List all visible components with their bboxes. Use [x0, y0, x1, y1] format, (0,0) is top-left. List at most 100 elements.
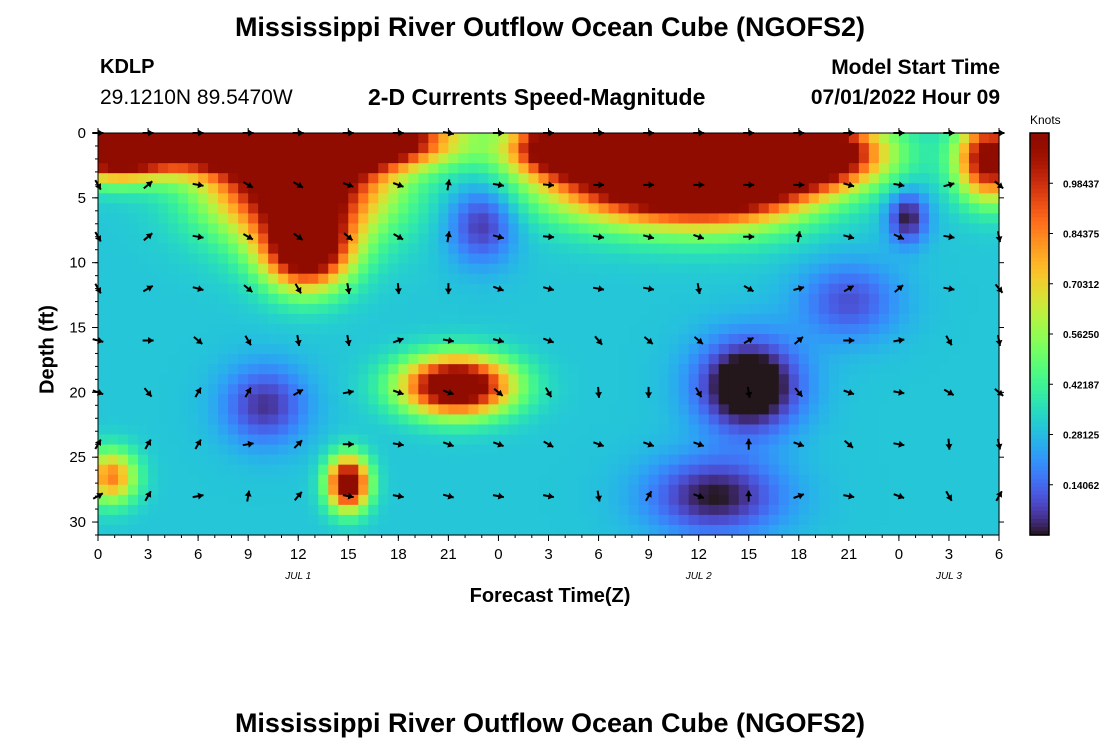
heatmap-cell — [868, 484, 880, 496]
heatmap-cell — [508, 344, 520, 355]
heatmap-cell — [848, 293, 860, 305]
heatmap-cell — [858, 334, 870, 345]
heatmap-cell — [338, 233, 349, 245]
vector-head — [294, 339, 302, 346]
colorbar-segment — [1030, 366, 1049, 371]
heatmap-cell — [368, 524, 379, 536]
heatmap-cell — [638, 474, 650, 486]
heatmap-cell — [698, 203, 710, 214]
heatmap-cell — [168, 173, 179, 184]
heatmap-cell — [268, 293, 279, 305]
heatmap-cell — [198, 293, 209, 305]
heatmap-cell — [238, 243, 249, 255]
heatmap-cell — [348, 143, 359, 154]
heatmap-cell — [428, 434, 439, 446]
heatmap-cell — [528, 354, 540, 365]
heatmap-cell — [368, 444, 379, 456]
heatmap-cell — [398, 163, 409, 174]
heatmap-cell — [118, 143, 129, 154]
heatmap-cell — [268, 143, 279, 154]
heatmap-cell — [658, 313, 670, 325]
vector-head — [945, 338, 952, 346]
heatmap-cell — [148, 203, 159, 214]
heatmap-cell — [308, 303, 319, 315]
heatmap-cell — [678, 233, 690, 245]
heatmap-cell — [528, 193, 540, 204]
heatmap-cell — [618, 374, 630, 385]
heatmap-cell — [968, 283, 980, 295]
heatmap-cell — [908, 303, 920, 315]
heatmap-cell — [588, 354, 600, 365]
heatmap-cell — [518, 504, 530, 516]
heatmap-cell — [638, 494, 650, 506]
heatmap-cell — [708, 414, 720, 426]
heatmap-cell — [988, 514, 1000, 526]
heatmap-cell — [918, 323, 930, 335]
heatmap-cell — [718, 454, 730, 466]
heatmap-cell — [768, 263, 780, 275]
heatmap-cell — [658, 243, 670, 255]
heatmap-cell — [958, 143, 970, 154]
heatmap-cell — [938, 394, 950, 405]
heatmap-cell — [598, 334, 610, 345]
heatmap-cell — [168, 504, 179, 516]
heatmap-cell — [428, 444, 439, 456]
heatmap-cell — [628, 514, 640, 526]
heatmap-cell — [458, 203, 470, 214]
heatmap-cell — [338, 283, 349, 295]
heatmap-cell — [528, 434, 540, 446]
heatmap-cell — [538, 524, 550, 536]
heatmap-cell — [248, 424, 259, 436]
heatmap-cell — [198, 384, 209, 395]
heatmap-cell — [518, 514, 530, 526]
heatmap-cell — [158, 253, 169, 265]
heatmap-cell — [468, 293, 480, 305]
colorbar-segment — [1030, 414, 1049, 420]
heatmap-cell — [828, 133, 840, 144]
heatmap-cell — [878, 414, 890, 426]
heatmap-cell — [688, 273, 700, 285]
heatmap-cell — [718, 293, 730, 305]
heatmap-cell — [698, 334, 710, 345]
colorbar-segment — [1030, 390, 1049, 395]
heatmap-cell — [928, 143, 940, 154]
heatmap-cell — [538, 434, 550, 446]
heatmap-cell — [338, 163, 349, 174]
heatmap-cell — [288, 213, 299, 225]
heatmap-cell — [328, 334, 339, 345]
heatmap-cell — [348, 203, 359, 214]
date-labels: JUL 1 JUL 2 JUL 3 — [284, 571, 962, 582]
heatmap-cell — [798, 243, 810, 255]
heatmap-cell — [248, 183, 259, 194]
heatmap-cell — [328, 344, 339, 355]
heatmap-cell — [848, 223, 860, 235]
heatmap-cell — [478, 233, 490, 245]
heatmap-cell — [328, 133, 339, 144]
heatmap-cell — [818, 223, 830, 235]
heatmap-cell — [458, 464, 470, 476]
heatmap-cell — [968, 504, 980, 516]
heatmap-cell — [808, 183, 820, 194]
heatmap-cell — [948, 223, 960, 235]
heatmap-cell — [468, 283, 480, 295]
heatmap-cell — [788, 504, 800, 516]
heatmap-cell — [828, 153, 840, 164]
heatmap-cell — [438, 494, 449, 506]
heatmap-cell — [738, 404, 750, 415]
heatmap-cell — [708, 434, 720, 446]
heatmap-cell — [678, 514, 690, 526]
heatmap-cell — [378, 243, 389, 255]
heatmap-cell — [948, 514, 960, 526]
heatmap-cell — [668, 514, 680, 526]
heatmap-cell — [648, 163, 660, 174]
heatmap-cell — [548, 163, 560, 174]
heatmap-cell — [208, 213, 219, 225]
heatmap-cell — [148, 384, 159, 395]
y-tick-label: 30 — [69, 514, 86, 531]
heatmap-cell — [808, 334, 820, 345]
heatmap-cell — [218, 404, 229, 415]
heatmap-cell — [108, 303, 119, 315]
heatmap-cell — [138, 374, 149, 385]
heatmap-cell — [558, 313, 570, 325]
heatmap-cell — [588, 263, 600, 275]
